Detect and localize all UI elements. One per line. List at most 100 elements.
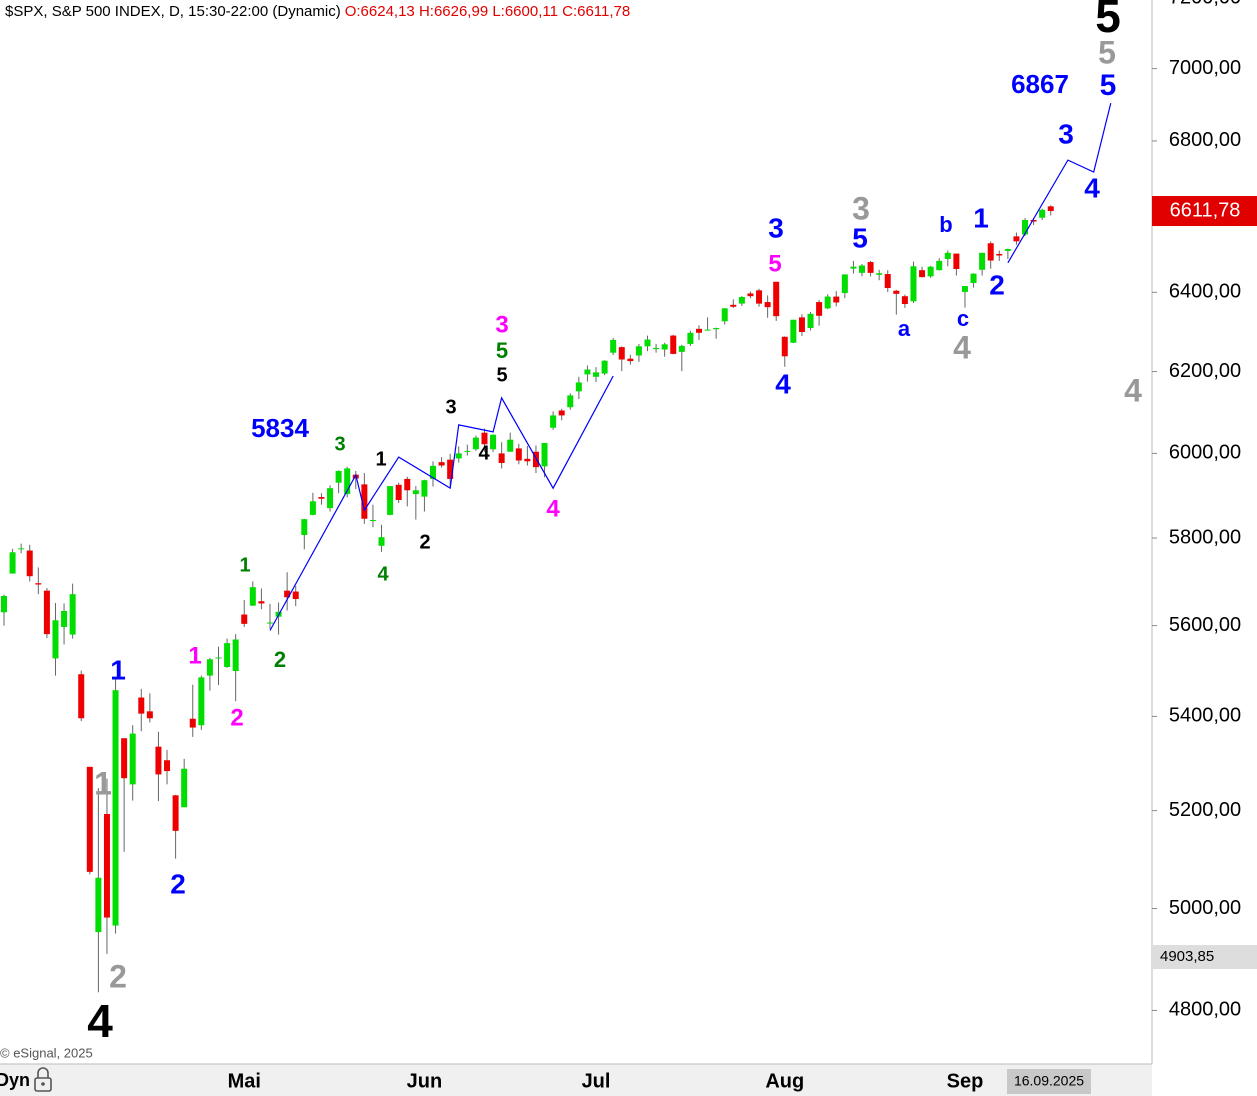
candle-body — [532, 451, 539, 468]
wave-label: 1 — [188, 642, 201, 669]
candle-body — [773, 281, 780, 317]
candle-body — [687, 332, 694, 344]
candle-body — [438, 462, 445, 466]
candle-body — [164, 760, 171, 772]
wave-label: 3 — [1058, 118, 1074, 149]
candle-body — [481, 432, 488, 445]
wave-label: a — [898, 316, 911, 341]
candle-body — [781, 336, 788, 357]
candle-body — [369, 520, 376, 522]
candle-body — [327, 488, 334, 509]
candle-body — [627, 358, 634, 362]
wave-label: 2 — [419, 531, 430, 553]
wave-label: 3 — [852, 190, 870, 226]
candle-body — [713, 328, 720, 330]
candle-body — [635, 346, 642, 356]
wave-label: 5 — [1095, 0, 1121, 42]
y-tick-label: 6000,00 — [1169, 442, 1241, 464]
candle-body — [807, 313, 814, 329]
y-tick-label: 5200,00 — [1169, 799, 1241, 821]
candle-body — [824, 296, 831, 309]
candle-body — [387, 486, 394, 515]
marker-price-label: 4903,85 — [1160, 948, 1214, 965]
x-tick-label: Sep — [947, 1070, 984, 1092]
candle-body — [258, 601, 265, 604]
wave-label: 1 — [239, 554, 250, 576]
chart-title: $SPX, S&P 500 INDEX, D, 15:30-22:00 (Dyn… — [5, 3, 341, 20]
candle-body — [841, 274, 848, 294]
wave-label: 1 — [973, 202, 989, 233]
candle-body — [987, 243, 994, 261]
wave-label: 1 — [110, 654, 126, 685]
wave-label: 3 — [445, 396, 456, 418]
candle-body — [721, 308, 728, 322]
candle-body — [309, 501, 316, 515]
candle-body — [86, 766, 93, 872]
candle-body — [249, 587, 256, 606]
price-axis-panel — [1152, 0, 1257, 1096]
candle-body — [747, 293, 754, 297]
candle-body — [78, 674, 85, 719]
candle-body — [1022, 220, 1029, 235]
wave-label: 3 — [334, 433, 345, 455]
candle-body — [919, 270, 926, 278]
wave-label: 4 — [87, 995, 113, 1047]
candle-body — [618, 347, 625, 360]
candle-body — [378, 537, 385, 546]
candle-body — [996, 253, 1003, 256]
candle-body — [121, 738, 128, 779]
wave-label: 3 — [495, 311, 508, 338]
candle-body — [198, 677, 205, 726]
candle-body — [172, 795, 179, 831]
candle-body — [764, 302, 771, 308]
candle-body — [910, 266, 917, 302]
wave-label: b — [939, 212, 952, 237]
candle-body — [344, 468, 351, 495]
candle-body — [224, 643, 231, 667]
candle-body — [867, 262, 874, 273]
candle-body — [206, 659, 213, 676]
candle-body — [567, 395, 574, 408]
candle-body — [146, 711, 153, 719]
candle-body — [404, 478, 411, 491]
candle-body — [593, 372, 600, 377]
wave-label: 4 — [775, 368, 791, 399]
y-tick-label: 4800,00 — [1169, 999, 1241, 1021]
candle-body — [129, 733, 136, 785]
lock-icon[interactable] — [34, 1067, 52, 1092]
y-tick-label: 7200,00 — [1169, 0, 1241, 9]
candle-body — [155, 746, 162, 775]
plot-area — [0, 0, 1152, 1064]
candle-body — [1, 595, 7, 613]
wave-label: 4 — [478, 442, 490, 464]
candle-body — [653, 347, 660, 350]
candle-body — [472, 437, 479, 450]
candle-body — [284, 590, 291, 598]
wave-label: 6867 — [1011, 69, 1069, 99]
candle-body — [730, 304, 737, 307]
cursor-date: 16.09.2025 — [1014, 1073, 1084, 1089]
y-tick-label: 6200,00 — [1169, 360, 1241, 382]
wave-label: 3 — [768, 212, 784, 243]
ohlc-readout: O:6624,13 H:6626,99 L:6600,11 C:6611,78 — [345, 3, 631, 20]
mode-label[interactable]: Dyn — [0, 1070, 30, 1090]
candle-body — [1004, 248, 1011, 251]
wave-line — [269, 102, 1112, 631]
wave-label: 4 — [377, 563, 389, 585]
candle-body — [859, 265, 865, 273]
candle-body — [1013, 236, 1020, 242]
marker-price-box — [1152, 945, 1257, 970]
candle-body — [953, 253, 960, 269]
wave-label: 2 — [109, 958, 127, 994]
candle-body — [455, 453, 462, 459]
candle-body — [1047, 206, 1054, 212]
cursor-date-box — [1007, 1069, 1091, 1094]
wave-label: 1 — [94, 765, 112, 801]
candle-body — [103, 813, 110, 918]
candle-body — [558, 410, 565, 416]
candle-body — [798, 317, 805, 333]
candle-body — [678, 345, 685, 352]
x-tick-label: Mai — [228, 1070, 261, 1092]
last-price-label: 6611,78 — [1170, 199, 1241, 221]
